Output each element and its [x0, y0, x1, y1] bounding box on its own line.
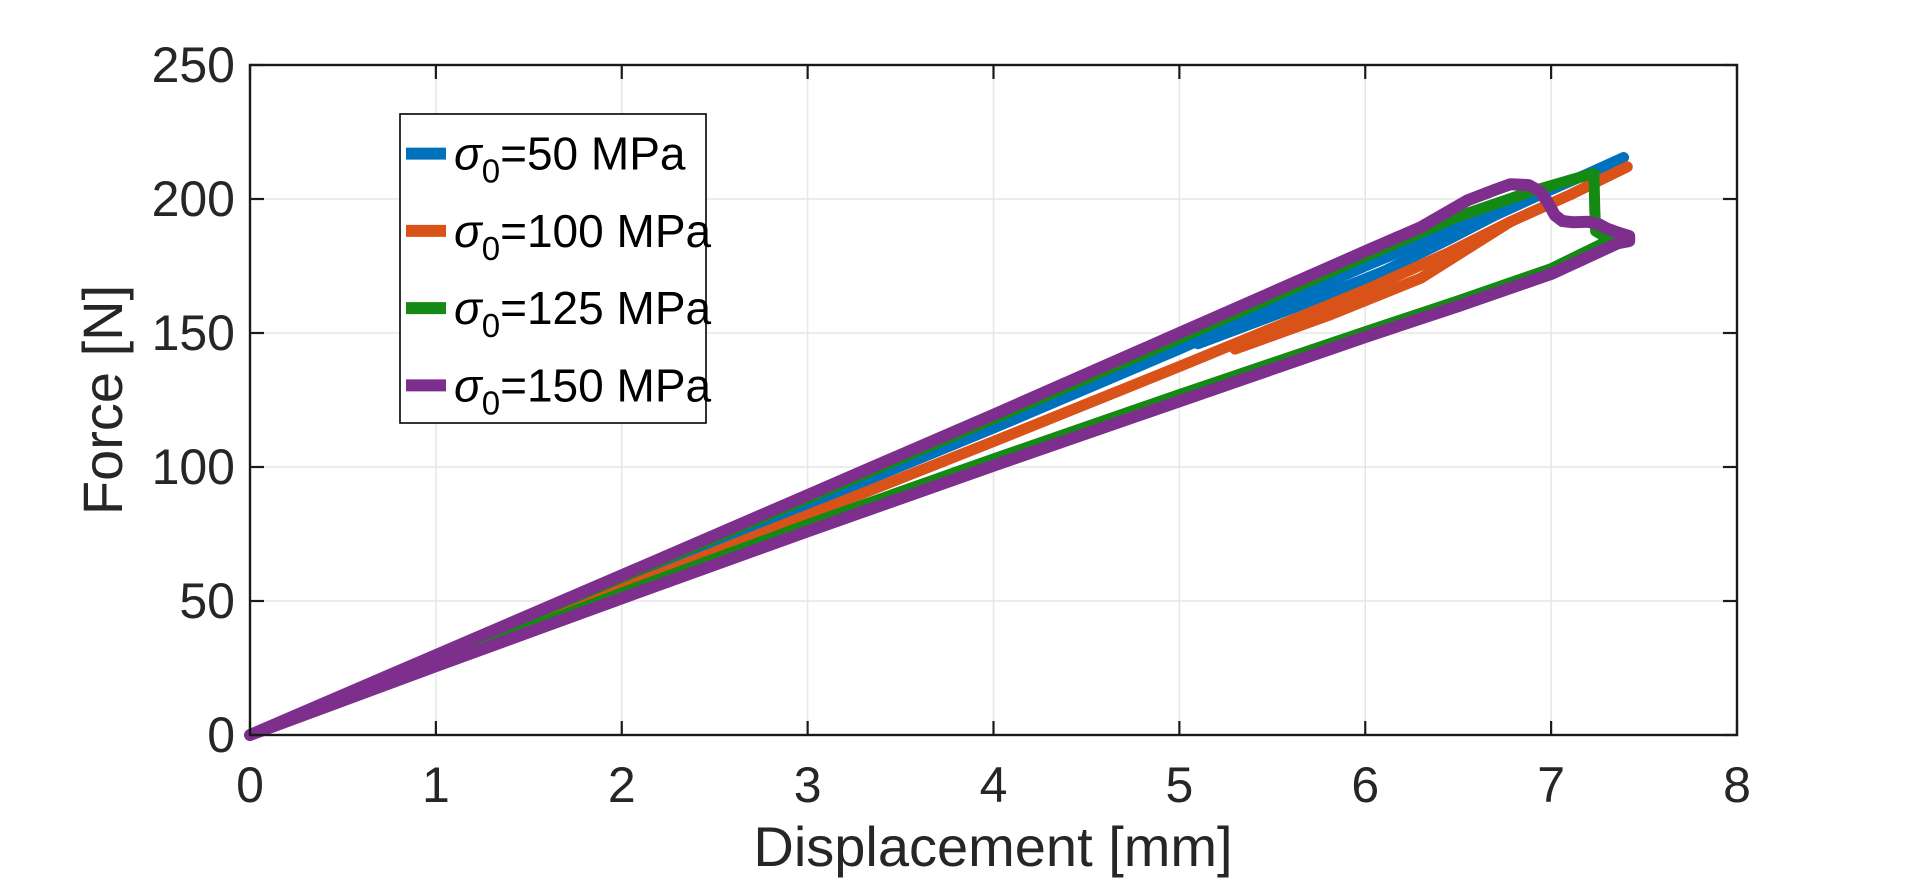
legend-label-sigma0-50-mpa: σ0=50 MPa: [454, 128, 686, 190]
x-tick-label-6: 6: [1351, 757, 1379, 813]
x-tick-label-7: 7: [1537, 757, 1565, 813]
series-line-sigma0-100-mpa-branch-1: [1229, 216, 1516, 355]
legend-label-sigma0-125-mpa: σ0=125 MPa: [454, 282, 712, 344]
legend-label-sigma0-100-mpa: σ0=100 MPa: [454, 205, 712, 267]
x-tick-label-4: 4: [980, 757, 1008, 813]
y-tick-label-50: 50: [179, 573, 235, 629]
axes-layer: [248, 63, 1739, 737]
y-axis-label: Force [N]: [71, 285, 134, 515]
x-axis-label: Displacement [mm]: [753, 815, 1232, 878]
x-tick-label-1: 1: [422, 757, 450, 813]
legend: σ0=50 MPa σ0=100 MPa σ0=125 MPa σ0=150 MPa: [399, 113, 712, 424]
y-tick-label-150: 150: [152, 305, 235, 361]
x-tick-label-5: 5: [1165, 757, 1193, 813]
series-layer: [244, 152, 1636, 741]
x-tick-label-3: 3: [794, 757, 822, 813]
y-tick-label-200: 200: [152, 171, 235, 227]
series-line-sigma0-150-mpa: [244, 178, 1636, 741]
y-tick-label-250: 250: [152, 37, 235, 93]
x-tick-label-2: 2: [608, 757, 636, 813]
legend-label-sigma0-150-mpa: σ0=150 MPa: [454, 359, 712, 421]
legend-box: [399, 113, 707, 424]
series-line-sigma0-50-mpa-branch-1: [1192, 209, 1501, 350]
tick-label-layer: 0 1 2 3 4 5 6 7 8 0 50 100 150 200 250: [152, 37, 1751, 813]
x-tick-label-0: 0: [236, 757, 264, 813]
y-tick-label-0: 0: [207, 707, 235, 763]
y-tick-label-100: 100: [152, 439, 235, 495]
x-tick-label-8: 8: [1723, 757, 1751, 813]
